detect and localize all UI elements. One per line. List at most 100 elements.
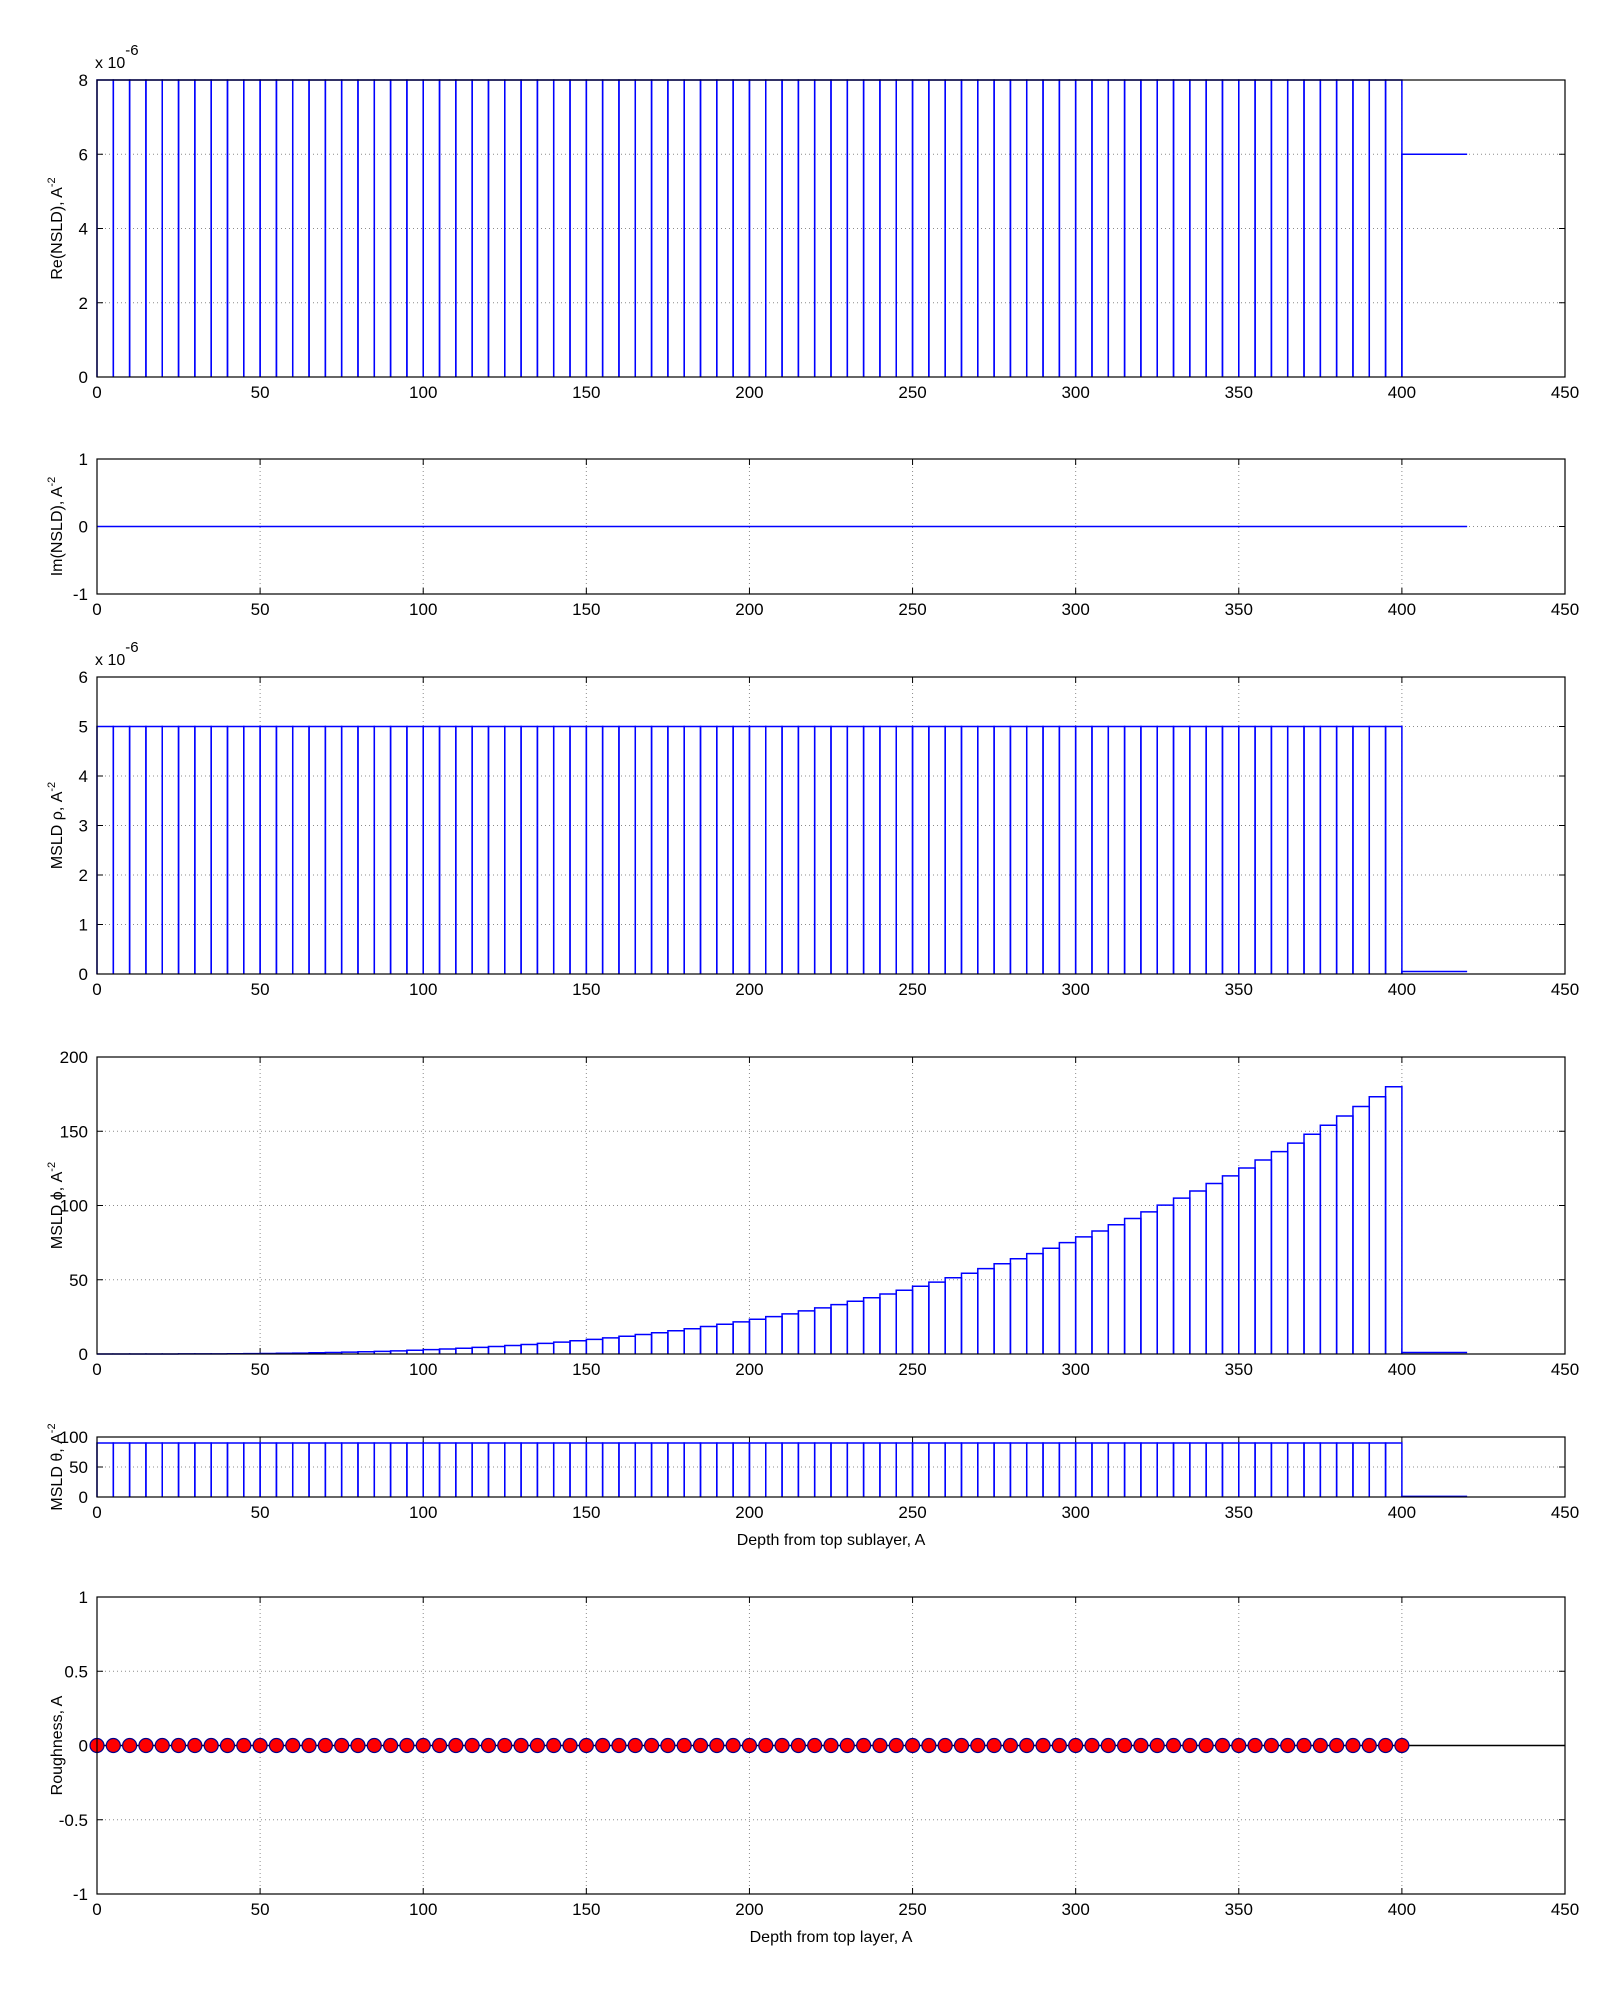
roughness-point <box>839 1737 855 1754</box>
roughness-point <box>350 1737 366 1754</box>
y-tick-label: 0 <box>79 1488 88 1507</box>
roughness-point <box>1361 1737 1377 1754</box>
roughness-point <box>1263 1737 1280 1754</box>
x-tick-label: 300 <box>1061 383 1089 402</box>
x-tick-label: 100 <box>409 383 437 402</box>
roughness-point <box>595 1737 611 1754</box>
msld-phi-panel: 0 50 100 150 200 250 300 350 400 450 0 50 100 150 200 M… <box>46 1048 1579 1379</box>
x-tick-label: 250 <box>898 1900 926 1919</box>
y-tick-label: -1 <box>73 585 88 604</box>
roughness-point <box>431 1737 448 1754</box>
roughness-point <box>1247 1737 1263 1754</box>
x-tick-label: 0 <box>92 600 101 619</box>
x-tick-label: 300 <box>1061 1503 1089 1522</box>
x-tick-label: 350 <box>1225 1503 1253 1522</box>
roughness-point <box>758 1737 774 1754</box>
y-tick-label: 50 <box>69 1271 88 1290</box>
x-tick-label: 0 <box>92 1900 101 1919</box>
roughness-point <box>497 1737 513 1754</box>
y-axis-label: Re(NSLD), A-2 <box>46 177 66 279</box>
roughness-point <box>1165 1737 1182 1754</box>
roughness-point <box>643 1737 660 1754</box>
axes-frame <box>96 676 1566 975</box>
x-tick-label: 0 <box>92 1503 101 1522</box>
x-tick-label: 200 <box>735 980 763 999</box>
x-tick-label: 50 <box>251 383 270 402</box>
re-nsld-panel: 0 50 100 150 200 250 300 350 400 450 0 2 4 6 8 x 10-6 Re… <box>46 42 1579 402</box>
roughness-point <box>578 1737 594 1754</box>
x-tick-label: 100 <box>409 1360 437 1379</box>
roughness-point <box>1345 1737 1361 1754</box>
roughness-point <box>1002 1737 1019 1754</box>
x-tick-label: 250 <box>898 600 926 619</box>
axes-frame <box>96 1056 1566 1355</box>
x-tick-label: 350 <box>1225 1900 1253 1919</box>
roughness-point <box>122 1737 138 1754</box>
y-tick-label: 0 <box>79 368 88 387</box>
roughness-point <box>399 1737 415 1754</box>
roughness-point <box>970 1737 986 1754</box>
y-tick-label: 1 <box>79 450 88 469</box>
x-tick-label: 200 <box>735 1503 763 1522</box>
y-tick-label: 6 <box>79 145 88 164</box>
roughness-point <box>953 1737 970 1754</box>
axes-frame <box>96 79 1566 378</box>
y-tick-label: 200 <box>60 1048 88 1067</box>
x-tick-label: 50 <box>251 600 270 619</box>
y-axis-label: MSLD ϕ, A-2 <box>46 1162 66 1249</box>
layer-bar <box>1384 1085 1403 1354</box>
x-tick-label: 50 <box>251 1503 270 1522</box>
y-tick-label: -0.5 <box>59 1811 88 1830</box>
roughness-point <box>513 1737 529 1754</box>
roughness-point <box>546 1737 562 1754</box>
x-tick-label: 400 <box>1388 1503 1416 1522</box>
y-tick-label: 2 <box>79 866 88 885</box>
roughness-point <box>921 1737 937 1754</box>
x-tick-label: 450 <box>1551 1360 1579 1379</box>
y-tick-label: 0 <box>79 518 88 537</box>
x-tick-label: 0 <box>92 1360 101 1379</box>
roughness-point <box>872 1737 888 1754</box>
roughness-point <box>611 1737 627 1754</box>
x-tick-label: 400 <box>1388 1900 1416 1919</box>
x-tick-label: 450 <box>1551 383 1579 402</box>
roughness-point <box>105 1737 121 1754</box>
roughness-point <box>252 1737 268 1754</box>
msld-rho-panel: 0 50 100 150 200 250 300 350 400 450 0 1 2 3 4 5 6 x 10-6… <box>46 639 1579 999</box>
x-tick-label: 450 <box>1551 600 1579 619</box>
roughness-point <box>1133 1737 1149 1754</box>
x-tick-label: 50 <box>251 1360 270 1379</box>
y-axis-label: MSLD θ, A-2 <box>46 1423 66 1510</box>
roughness-point <box>660 1737 676 1754</box>
axes-frame <box>96 458 1566 595</box>
roughness-point <box>1296 1737 1312 1754</box>
axes-frame <box>96 1436 1566 1498</box>
roughness-point <box>301 1737 317 1754</box>
roughness-point <box>1019 1737 1035 1754</box>
roughness-point <box>709 1737 725 1754</box>
x-tick-label: 250 <box>898 383 926 402</box>
x-tick-label: 250 <box>898 980 926 999</box>
roughness-point <box>1329 1737 1345 1754</box>
x-tick-label: 450 <box>1551 1900 1579 1919</box>
x-tick-label: 450 <box>1551 980 1579 999</box>
y-tick-label: 100 <box>60 1197 88 1216</box>
y-tick-label: 100 <box>60 1428 88 1447</box>
x-tick-label: 200 <box>735 600 763 619</box>
roughness-point <box>1231 1737 1247 1754</box>
x-tick-label: 50 <box>251 1900 270 1919</box>
exponent-label: x 10-6 <box>95 639 139 669</box>
roughness-panel: 0 50 100 150 200 250 300 350 400 450 -1 -0.5 0 0.5 1 Ro… <box>49 1588 1579 1946</box>
x-tick-label: 350 <box>1225 1360 1253 1379</box>
x-tick-label: 150 <box>572 600 600 619</box>
y-tick-label: 50 <box>69 1458 88 1477</box>
x-tick-label: 150 <box>572 1360 600 1379</box>
roughness-point <box>170 1737 187 1754</box>
x-axis-label: Depth from top sublayer, A <box>737 1532 926 1549</box>
roughness-point <box>807 1737 823 1754</box>
roughness-point <box>1377 1737 1394 1754</box>
x-axis-label: Depth from top layer, A <box>750 1929 913 1946</box>
y-tick-label: 3 <box>79 817 88 836</box>
roughness-point <box>366 1737 382 1754</box>
